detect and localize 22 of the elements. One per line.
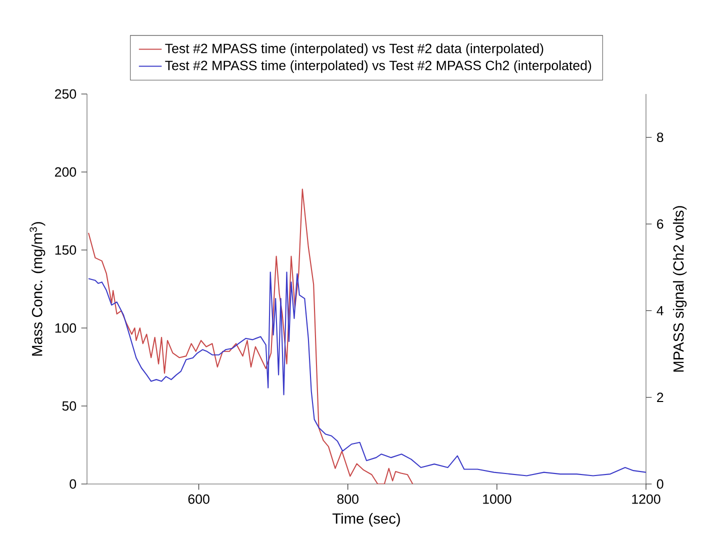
y2-tick-label: 0 bbox=[656, 479, 664, 489]
x-tick-label: 600 bbox=[188, 494, 210, 504]
y-tick-label: 50 bbox=[62, 401, 76, 411]
legend-label: Test #2 MPASS time (interpolated) vs Test #2 MPASS Ch2 (interpolated) bbox=[165, 60, 592, 73]
y-tick-label: 250 bbox=[55, 89, 76, 99]
line-series bbox=[88, 272, 646, 476]
y-tick-label: 0 bbox=[70, 479, 76, 489]
line-series bbox=[88, 188, 414, 484]
y2-tick-label: 4 bbox=[656, 306, 664, 316]
y2-tick-label: 8 bbox=[656, 132, 664, 142]
x-axis-title: Time (sec) bbox=[332, 513, 400, 527]
x-tick-label: 1200 bbox=[632, 494, 660, 504]
y-axis-title: Mass Conc. (mg/m$^{3}$) bbox=[30, 222, 46, 356]
y2-tick-label: 2 bbox=[657, 392, 664, 402]
x-tick-label: 1000 bbox=[483, 494, 512, 504]
x-tick-label: 800 bbox=[337, 494, 358, 504]
y-tick-label: 150 bbox=[55, 245, 76, 255]
y-tick-label: 200 bbox=[55, 167, 76, 177]
y2-axis-title: MPASS signal (Ch2 volts) bbox=[672, 206, 687, 372]
legend-label: Test #2 MPASS time (interpolated) vs Test #2 data (interpolated) bbox=[165, 43, 544, 56]
y2-tick-label: 6 bbox=[657, 219, 664, 229]
y-tick-label: 100 bbox=[55, 323, 76, 333]
